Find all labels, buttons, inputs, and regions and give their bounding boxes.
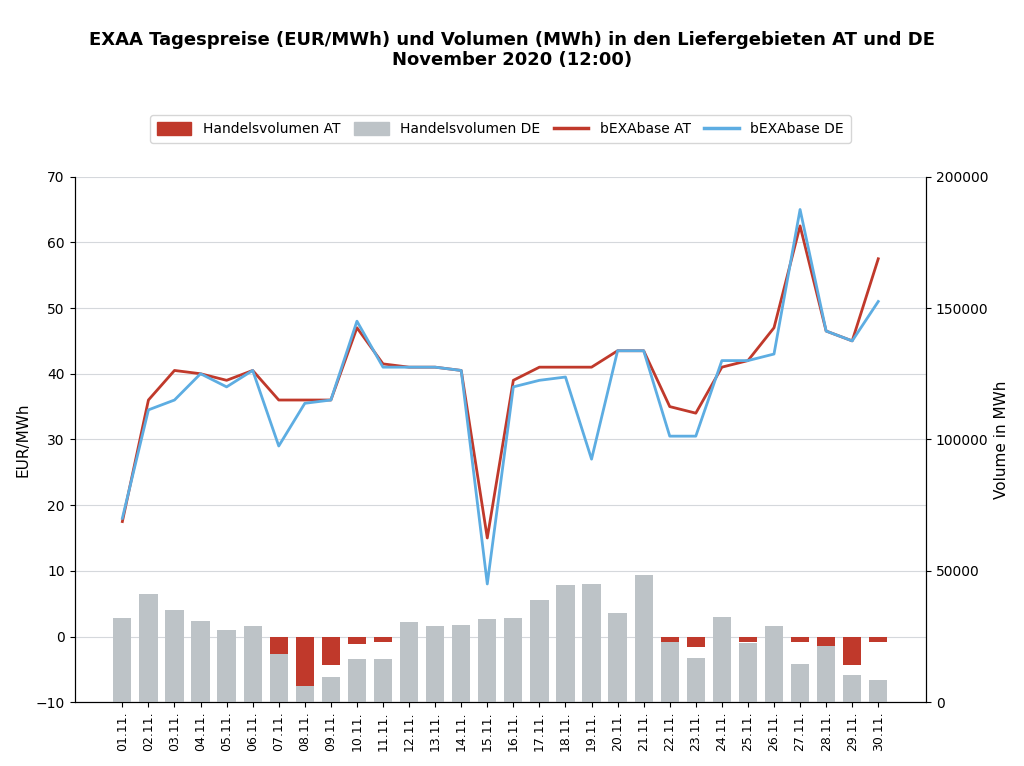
Bar	[660, 637, 679, 681]
Bar	[478, 637, 497, 689]
Bar	[608, 613, 627, 702]
Bar	[348, 637, 366, 644]
Bar	[843, 637, 861, 666]
Bar	[244, 626, 262, 702]
Bar	[139, 594, 158, 702]
Bar	[114, 618, 131, 702]
Bar	[400, 622, 418, 702]
Bar	[191, 637, 210, 657]
Bar	[426, 637, 444, 655]
Bar	[765, 637, 783, 642]
Bar	[660, 642, 679, 702]
Bar	[165, 637, 183, 668]
Bar	[452, 625, 470, 702]
Bar	[635, 574, 652, 702]
Bar	[687, 637, 705, 647]
Bar	[791, 637, 809, 642]
Bar	[114, 637, 131, 650]
Bar	[400, 637, 418, 666]
Bar	[217, 630, 236, 702]
Bar	[244, 637, 262, 657]
Bar	[713, 617, 731, 702]
Bar	[869, 680, 888, 702]
Bar	[687, 657, 705, 702]
Y-axis label: EUR/MWh: EUR/MWh	[15, 402, 30, 476]
Bar	[217, 637, 236, 681]
Y-axis label: Volume in MWh: Volume in MWh	[994, 380, 1009, 499]
Bar	[530, 637, 549, 644]
Bar	[296, 686, 314, 702]
Bar	[765, 626, 783, 702]
Bar	[583, 637, 601, 642]
Bar	[635, 637, 652, 647]
Bar	[139, 637, 158, 666]
Bar	[348, 659, 366, 702]
Bar	[426, 626, 444, 702]
Bar	[452, 637, 470, 679]
Bar	[583, 584, 601, 702]
Bar	[738, 637, 757, 642]
Bar	[738, 643, 757, 702]
Legend: Handelsvolumen AT, Handelsvolumen DE, bEXAbase AT, bEXAbase DE: Handelsvolumen AT, Handelsvolumen DE, bE…	[150, 115, 851, 143]
Bar	[269, 637, 288, 666]
Bar	[869, 637, 888, 642]
Bar	[322, 677, 340, 702]
Bar	[478, 620, 497, 702]
Bar	[791, 664, 809, 702]
Bar	[504, 618, 522, 702]
Bar	[269, 653, 288, 702]
Bar	[556, 585, 574, 702]
Bar	[556, 637, 574, 642]
Bar	[608, 637, 627, 639]
Text: EXAA Tagespreise (EUR/MWh) und Volumen (MWh) in den Liefergebieten AT und DE
Nov: EXAA Tagespreise (EUR/MWh) und Volumen (…	[89, 31, 935, 70]
Bar	[530, 600, 549, 702]
Bar	[504, 637, 522, 650]
Bar	[322, 637, 340, 666]
Bar	[191, 620, 210, 702]
Bar	[296, 637, 314, 702]
Bar	[817, 637, 836, 666]
Bar	[817, 646, 836, 702]
Bar	[713, 637, 731, 642]
Bar	[165, 611, 183, 702]
Bar	[843, 675, 861, 702]
Bar	[374, 659, 392, 702]
Bar	[374, 637, 392, 642]
